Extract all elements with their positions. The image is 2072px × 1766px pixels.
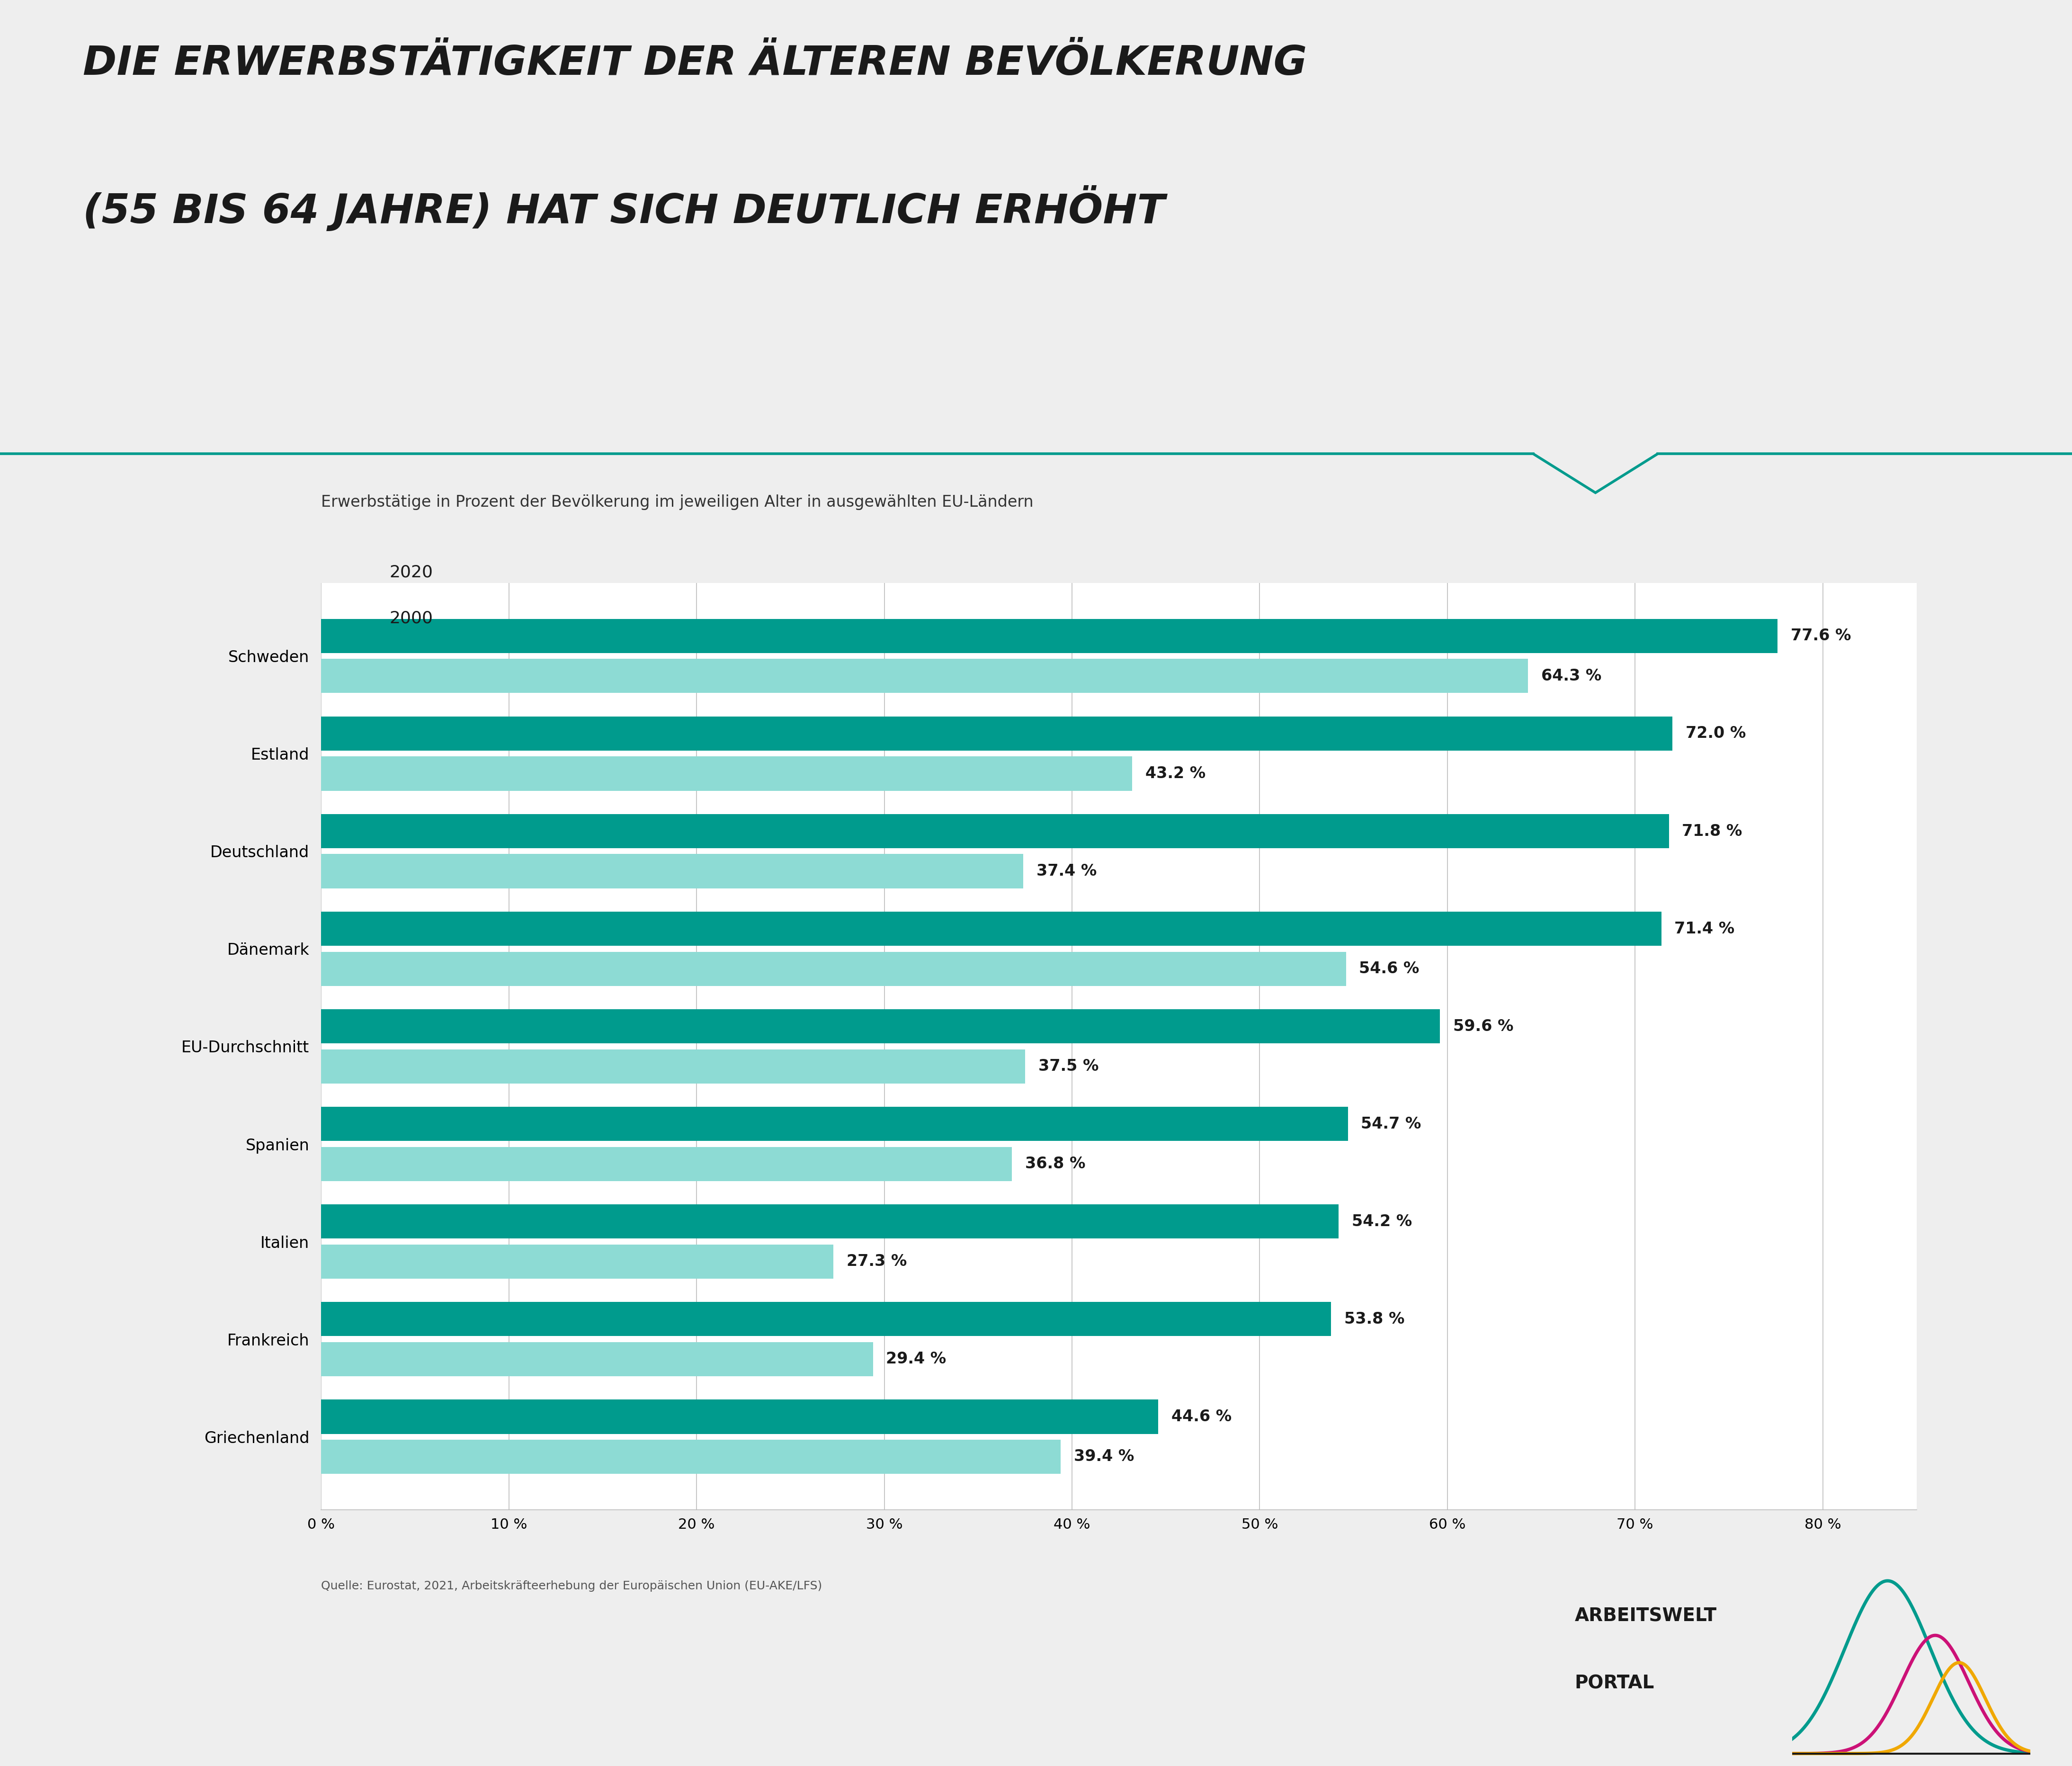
Text: 43.2 %: 43.2 % [1146,766,1206,781]
Text: Erwerbstätige in Prozent der Bevölkerung im jeweiligen Alter in ausgewählten EU-: Erwerbstätige in Prozent der Bevölkerung… [321,494,1034,510]
Text: 2020: 2020 [390,563,433,581]
Text: 72.0 %: 72.0 % [1687,726,1747,742]
Text: PORTAL: PORTAL [1575,1674,1653,1692]
Text: 54.6 %: 54.6 % [1359,961,1419,977]
Text: 54.2 %: 54.2 % [1351,1213,1411,1229]
Bar [321,1400,1158,1434]
Text: (55 BIS 64 JAHRE) HAT SICH DEUTLICH ERHÖHT: (55 BIS 64 JAHRE) HAT SICH DEUTLICH ERHÖ… [83,185,1164,231]
Text: 54.7 %: 54.7 % [1361,1116,1421,1132]
Bar [321,1245,833,1279]
Text: 27.3 %: 27.3 % [847,1254,908,1270]
Text: 64.3 %: 64.3 % [1542,668,1602,683]
Text: ARBEITSWELT: ARBEITSWELT [1575,1607,1718,1625]
Bar [321,952,1347,985]
Bar [321,814,1668,848]
Bar [321,1008,1440,1044]
Bar [321,1342,872,1376]
Bar [321,717,1672,751]
Text: 77.6 %: 77.6 % [1790,629,1850,645]
Bar [321,756,1131,791]
Text: 71.4 %: 71.4 % [1674,920,1734,936]
Text: 37.5 %: 37.5 % [1038,1058,1098,1074]
Bar [321,1204,1339,1238]
Bar [321,1107,1349,1141]
Text: 59.6 %: 59.6 % [1452,1019,1513,1035]
Bar [321,659,1527,692]
Bar [321,618,1778,653]
Text: 39.4 %: 39.4 % [1073,1448,1133,1464]
Text: Quelle: Eurostat, 2021, Arbeitskräfteerhebung der Europäischen Union (EU-AKE/LFS: Quelle: Eurostat, 2021, Arbeitskräfteerh… [321,1581,823,1591]
Text: 36.8 %: 36.8 % [1026,1157,1086,1173]
Text: 37.4 %: 37.4 % [1036,864,1096,879]
Bar [321,855,1024,888]
Text: 71.8 %: 71.8 % [1682,823,1743,839]
Text: DIE ERWERBSTÄTIGKEIT DER ÄLTEREN BEVÖLKERUNG: DIE ERWERBSTÄTIGKEIT DER ÄLTEREN BEVÖLKE… [83,44,1307,83]
Bar [321,911,1662,947]
Bar [321,1439,1061,1475]
Text: 53.8 %: 53.8 % [1345,1312,1405,1326]
Bar [321,1302,1330,1337]
Bar [321,1146,1011,1181]
Text: 44.6 %: 44.6 % [1171,1409,1231,1425]
Text: 2000: 2000 [390,609,433,627]
Text: 29.4 %: 29.4 % [887,1351,947,1367]
Bar [321,1049,1026,1083]
